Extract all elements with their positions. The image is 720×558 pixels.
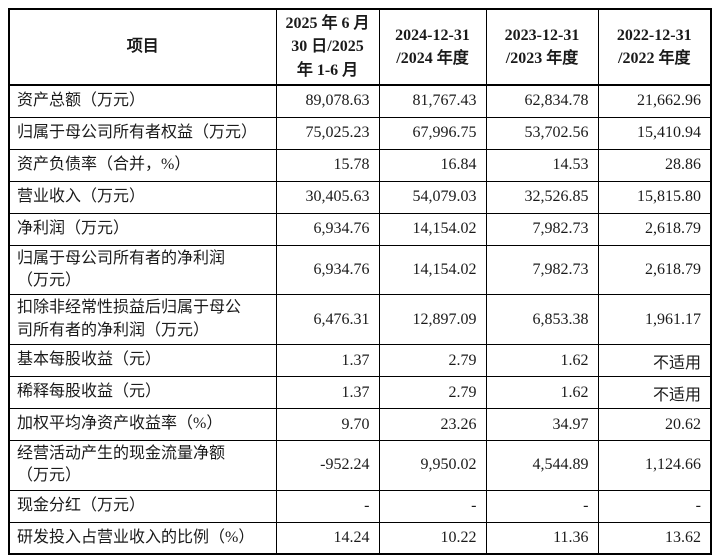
value-cell: 67,996.75 [378, 116, 487, 150]
header-period-2024: 2024-12-31 /2024 年度 [378, 8, 487, 86]
value-cell: - [485, 489, 599, 523]
row-label: 资产负债率（合并，%） [8, 148, 277, 182]
value-cell: 16.84 [378, 148, 487, 182]
value-cell: 30,405.63 [275, 180, 380, 214]
value-cell: 1,961.17 [597, 294, 712, 346]
row-label: 稀释每股收益（元） [8, 376, 277, 410]
value-cell: 2,618.79 [597, 212, 712, 246]
header-period-2022: 2022-12-31 /2022 年度 [597, 8, 712, 86]
value-cell: 2,618.79 [597, 244, 712, 296]
value-cell: - [275, 489, 380, 523]
header-period-2025: 2025 年 6 月 30 日/2025 年 1-6 月 [275, 8, 380, 86]
table-row: 现金分红（万元） - - - - [8, 489, 712, 523]
value-cell: 14.53 [485, 148, 599, 182]
row-label: 资产总额（万元） [8, 84, 277, 118]
row-label: 研发投入占营业收入的比例（%） [8, 521, 277, 555]
value-cell: 10.22 [378, 521, 487, 555]
value-cell: 62,834.78 [485, 84, 599, 118]
row-label: 经营活动产生的现金流量净额 （万元） [8, 440, 277, 491]
value-cell: 21,662.96 [597, 84, 712, 118]
value-cell: 53,702.56 [485, 116, 599, 150]
table-row: 基本每股收益（元） 1.37 2.79 1.62 不适用 [8, 344, 712, 378]
value-cell: 9,950.02 [378, 440, 487, 491]
row-label: 净利润（万元） [8, 212, 277, 246]
value-cell: - [378, 489, 487, 523]
table-row: 净利润（万元） 6,934.76 14,154.02 7,982.73 2,61… [8, 212, 712, 246]
table-row: 扣除非经常性损益后归属于母公 司所有者的净利润（万元） 6,476.31 12,… [8, 294, 712, 346]
value-cell: 不适用 [597, 344, 712, 378]
value-cell: 54,079.03 [378, 180, 487, 214]
value-cell: 7,982.73 [485, 244, 599, 296]
value-cell: - [597, 489, 712, 523]
value-cell: 1.37 [275, 376, 380, 410]
table-row: 稀释每股收益（元） 1.37 2.79 1.62 不适用 [8, 376, 712, 410]
table-row: 营业收入（万元） 30,405.63 54,079.03 32,526.85 1… [8, 180, 712, 214]
value-cell: 1.62 [485, 376, 599, 410]
row-label: 归属于母公司所有者的净利润 （万元） [8, 244, 277, 296]
value-cell: 75,025.23 [275, 116, 380, 150]
row-label: 加权平均净资产收益率（%） [8, 408, 277, 442]
value-cell: 6,476.31 [275, 294, 380, 346]
table-row: 归属于母公司所有者的净利润 （万元） 6,934.76 14,154.02 7,… [8, 244, 712, 296]
table-row: 资产总额（万元） 89,078.63 81,767.43 62,834.78 2… [8, 84, 712, 118]
value-cell: 不适用 [597, 376, 712, 410]
value-cell: 15,410.94 [597, 116, 712, 150]
value-cell: 6,934.76 [275, 244, 380, 296]
table-row: 加权平均净资产收益率（%） 9.70 23.26 34.97 20.62 [8, 408, 712, 442]
row-label: 营业收入（万元） [8, 180, 277, 214]
header-item: 项目 [8, 8, 277, 86]
table-row: 研发投入占营业收入的比例（%） 14.24 10.22 11.36 13.62 [8, 521, 712, 555]
table-row: 资产负债率（合并，%） 15.78 16.84 14.53 28.86 [8, 148, 712, 182]
value-cell: 11.36 [485, 521, 599, 555]
row-label: 归属于母公司所有者权益（万元） [8, 116, 277, 150]
value-cell: -952.24 [275, 440, 380, 491]
value-cell: 34.97 [485, 408, 599, 442]
value-cell: 14,154.02 [378, 212, 487, 246]
row-label: 扣除非经常性损益后归属于母公 司所有者的净利润（万元） [8, 294, 277, 346]
value-cell: 89,078.63 [275, 84, 380, 118]
value-cell: 2.79 [378, 344, 487, 378]
value-cell: 15.78 [275, 148, 380, 182]
value-cell: 2.79 [378, 376, 487, 410]
value-cell: 6,853.38 [485, 294, 599, 346]
value-cell: 81,767.43 [378, 84, 487, 118]
table-row: 归属于母公司所有者权益（万元） 75,025.23 67,996.75 53,7… [8, 116, 712, 150]
header-period-2023: 2023-12-31 /2023 年度 [485, 8, 599, 86]
value-cell: 28.86 [597, 148, 712, 182]
table-row: 经营活动产生的现金流量净额 （万元） -952.24 9,950.02 4,54… [8, 440, 712, 491]
value-cell: 6,934.76 [275, 212, 380, 246]
value-cell: 14.24 [275, 521, 380, 555]
value-cell: 4,544.89 [485, 440, 599, 491]
value-cell: 1,124.66 [597, 440, 712, 491]
value-cell: 23.26 [378, 408, 487, 442]
value-cell: 9.70 [275, 408, 380, 442]
row-label: 现金分红（万元） [8, 489, 277, 523]
value-cell: 7,982.73 [485, 212, 599, 246]
value-cell: 13.62 [597, 521, 712, 555]
value-cell: 20.62 [597, 408, 712, 442]
value-cell: 1.37 [275, 344, 380, 378]
row-label: 基本每股收益（元） [8, 344, 277, 378]
value-cell: 14,154.02 [378, 244, 487, 296]
value-cell: 12,897.09 [378, 294, 487, 346]
financial-summary-table: 项目 2025 年 6 月 30 日/2025 年 1-6 月 2024-12-… [8, 8, 712, 556]
value-cell: 32,526.85 [485, 180, 599, 214]
table-header-row: 项目 2025 年 6 月 30 日/2025 年 1-6 月 2024-12-… [8, 8, 712, 86]
value-cell: 1.62 [485, 344, 599, 378]
value-cell: 15,815.80 [597, 180, 712, 214]
